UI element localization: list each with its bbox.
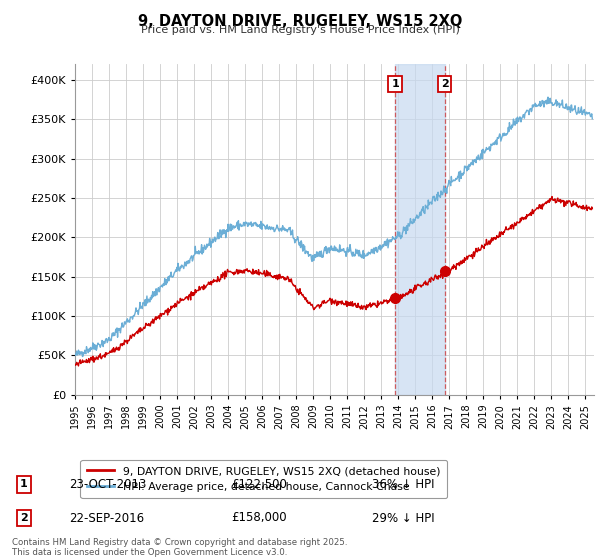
Text: £122,500: £122,500 xyxy=(231,478,287,491)
Text: 9, DAYTON DRIVE, RUGELEY, WS15 2XQ: 9, DAYTON DRIVE, RUGELEY, WS15 2XQ xyxy=(138,14,462,29)
Text: 2: 2 xyxy=(20,513,28,523)
Text: Contains HM Land Registry data © Crown copyright and database right 2025.
This d: Contains HM Land Registry data © Crown c… xyxy=(12,538,347,557)
Legend: 9, DAYTON DRIVE, RUGELEY, WS15 2XQ (detached house), HPI: Average price, detache: 9, DAYTON DRIVE, RUGELEY, WS15 2XQ (deta… xyxy=(80,460,446,498)
Text: 1: 1 xyxy=(391,79,399,89)
Text: 2: 2 xyxy=(441,79,448,89)
Text: 1: 1 xyxy=(20,479,28,489)
Text: 22-SEP-2016: 22-SEP-2016 xyxy=(69,511,144,525)
Bar xyxy=(395,64,445,395)
Text: 23-OCT-2013: 23-OCT-2013 xyxy=(69,478,146,491)
Text: £158,000: £158,000 xyxy=(231,511,287,525)
Text: 29% ↓ HPI: 29% ↓ HPI xyxy=(372,511,434,525)
Text: 36% ↓ HPI: 36% ↓ HPI xyxy=(372,478,434,491)
Text: Price paid vs. HM Land Registry's House Price Index (HPI): Price paid vs. HM Land Registry's House … xyxy=(140,25,460,35)
